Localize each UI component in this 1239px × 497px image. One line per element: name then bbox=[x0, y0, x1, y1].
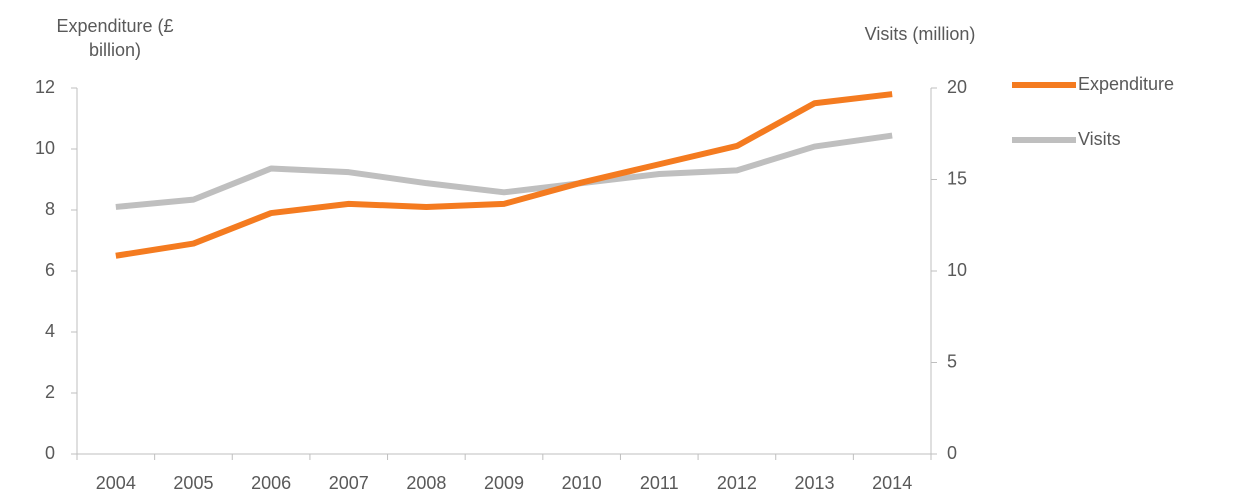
legend-label: Expenditure bbox=[1078, 74, 1174, 94]
x-tick-label: 2008 bbox=[406, 473, 446, 493]
x-tick-label: 2010 bbox=[562, 473, 602, 493]
x-tick-label: 2011 bbox=[640, 473, 679, 493]
y-tick-label: 0 bbox=[45, 443, 55, 463]
x-tick-label: 2004 bbox=[96, 473, 136, 493]
y2-tick-label: 15 bbox=[947, 168, 967, 188]
x-tick-label: 2007 bbox=[329, 473, 369, 493]
x-tick-label: 2012 bbox=[717, 473, 757, 493]
x-tick-label: 2005 bbox=[173, 473, 213, 493]
y-tick-label: 8 bbox=[45, 199, 55, 219]
y-tick-label: 6 bbox=[45, 260, 55, 280]
series-line bbox=[115, 91, 893, 259]
y-tick-label: 10 bbox=[35, 138, 55, 158]
x-tick-label: 2014 bbox=[872, 473, 912, 493]
y-tick-label: 2 bbox=[45, 382, 55, 402]
y-axis-label: Expenditure (£ billion) bbox=[56, 16, 174, 60]
y2-tick-label: 0 bbox=[947, 443, 957, 463]
y2-tick-label: 5 bbox=[947, 351, 957, 371]
series-line bbox=[115, 132, 893, 210]
y-tick-label: 4 bbox=[45, 321, 55, 341]
y2-tick-label: 10 bbox=[947, 260, 967, 280]
x-tick-label: 2009 bbox=[484, 473, 524, 493]
x-tick-label: 2013 bbox=[795, 473, 835, 493]
y2-tick-label: 20 bbox=[947, 77, 967, 97]
legend-label: Visits bbox=[1078, 129, 1121, 149]
y2-axis-label: Visits (million) bbox=[864, 24, 976, 44]
x-tick-label: 2006 bbox=[251, 473, 291, 493]
y-tick-label: 12 bbox=[35, 77, 55, 97]
